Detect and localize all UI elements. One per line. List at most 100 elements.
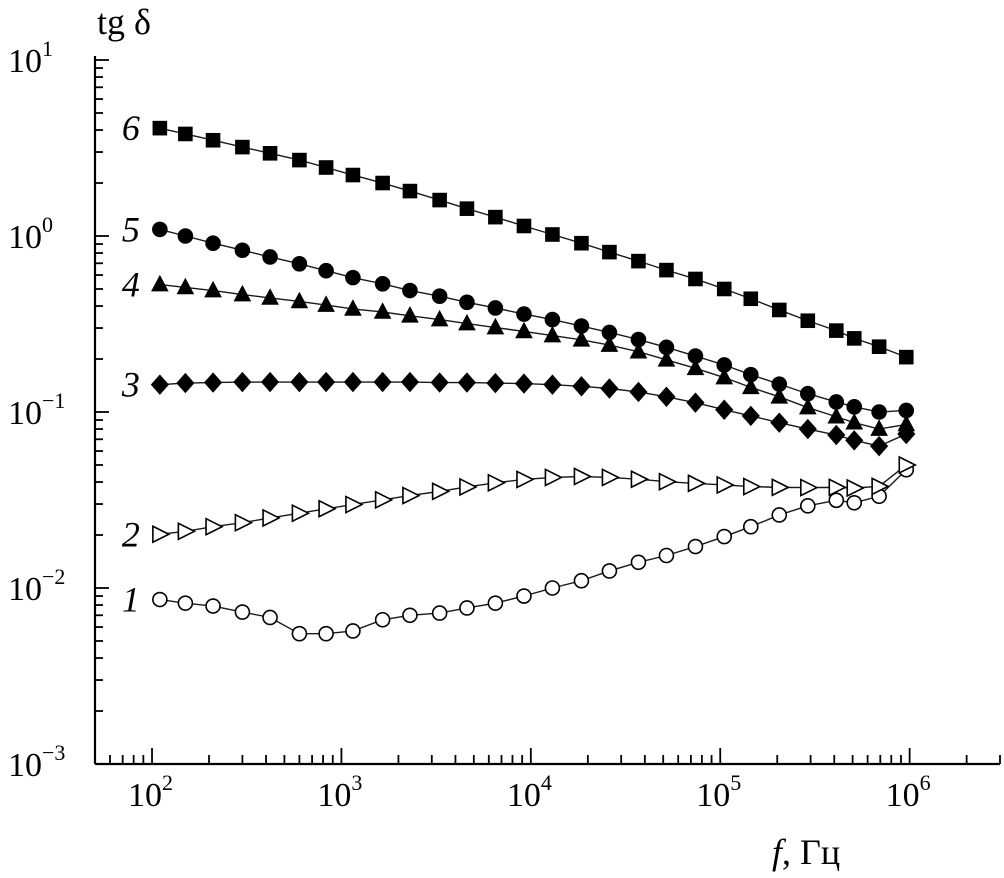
filled-triangle-marker-s4 — [344, 299, 362, 316]
open-circle-marker-s1 — [516, 588, 532, 604]
filled-triangle-marker-s4 — [204, 280, 222, 298]
filled-triangle-marker-s4 — [176, 277, 195, 295]
open-circle-marker-s1 — [601, 563, 618, 579]
series-4-line — [159, 283, 907, 430]
filled-triangle-marker-s4 — [486, 317, 505, 335]
filled-triangle-marker-s4 — [629, 342, 648, 359]
filled-triangle-marker-s4 — [827, 407, 846, 424]
open-triangle-right-marker-s2 — [800, 478, 819, 497]
filled-triangle-marker-s4 — [261, 288, 279, 305]
series-4 — [151, 274, 916, 436]
series-2 — [152, 455, 918, 544]
open-triangle-right-marker-s2 — [205, 517, 224, 536]
filled-triangle-marker-s4 — [151, 274, 169, 292]
open-circle-marker-s1 — [846, 494, 863, 511]
filled-square-marker-s6 — [800, 313, 816, 329]
open-triangle-right-marker-s2 — [601, 468, 621, 487]
filled-triangle-marker-s4 — [741, 377, 760, 395]
open-circle-marker-s1 — [800, 498, 816, 514]
open-circle-marker-s1 — [402, 607, 418, 624]
open-triangle-right-marker-s2 — [402, 486, 421, 505]
curve-label-3: 3 — [121, 365, 140, 405]
open-triangle-right-marker-s2 — [291, 503, 311, 523]
open-triangle-right-marker-s2 — [374, 490, 394, 510]
filled-diamond-marker-s3 — [233, 371, 252, 393]
filled-diamond-marker-s3 — [290, 371, 309, 393]
open-triangle-right-marker-s2 — [742, 477, 762, 496]
filled-diamond-marker-s3 — [770, 412, 789, 433]
filled-diamond-marker-s3 — [741, 405, 760, 427]
filled-diamond-marker-s3 — [400, 371, 420, 393]
filled-diamond-marker-s3 — [657, 386, 676, 408]
curve-label-5: 5 — [122, 209, 140, 249]
filled-triangle-marker-s4 — [572, 330, 591, 347]
filled-circle-marker-s5 — [771, 376, 788, 392]
axes — [93, 56, 1000, 766]
filled-diamond-marker-s3 — [600, 378, 619, 399]
filled-triangle-marker-s4 — [897, 414, 916, 432]
filled-diamond-marker-s3 — [798, 418, 817, 440]
open-circle-marker-s1 — [687, 538, 704, 555]
open-triangle-right-marker-s2 — [898, 455, 918, 475]
open-circle-marker-s1 — [828, 492, 845, 509]
open-circle-marker-s1 — [152, 591, 168, 608]
filled-square-marker-s6 — [459, 201, 475, 216]
filled-circle-marker-s5 — [152, 221, 168, 238]
filled-circle-marker-s5 — [601, 324, 618, 341]
filled-square-marker-s6 — [545, 227, 560, 242]
open-triangle-right-marker-s2 — [687, 474, 707, 493]
filled-triangle-marker-s4 — [686, 358, 705, 376]
filled-triangle-marker-s4 — [515, 321, 533, 339]
filled-square-marker-s6 — [402, 183, 418, 199]
filled-circle-marker-s5 — [828, 394, 845, 410]
series-6-line — [159, 127, 907, 358]
filled-circle-marker-s5 — [871, 404, 887, 420]
filled-square-marker-s6 — [602, 244, 617, 260]
filled-circle-marker-s5 — [544, 311, 561, 328]
filled-diamond-marker-s3 — [260, 371, 280, 393]
open-circle-marker-s1 — [262, 609, 278, 626]
filled-circle-marker-s5 — [716, 357, 733, 373]
filled-circle-marker-s5 — [687, 348, 704, 364]
filled-triangle-marker-s4 — [373, 302, 392, 319]
series-3-line — [159, 381, 907, 447]
filled-triangle-marker-s4 — [401, 306, 419, 323]
filled-circle-marker-s5 — [487, 300, 504, 316]
open-triangle-right-marker-s2 — [544, 468, 564, 487]
filled-circle-marker-s5 — [742, 366, 759, 383]
series-5 — [152, 221, 915, 420]
filled-diamond-marker-s3 — [343, 371, 362, 393]
filled-diamond-marker-s3 — [629, 381, 648, 403]
filled-diamond-marker-s3 — [572, 376, 591, 397]
open-circle-marker-s1 — [544, 580, 561, 596]
filled-circle-marker-s5 — [898, 402, 915, 419]
filled-triangle-marker-s4 — [770, 387, 789, 404]
filled-diamond-marker-s3 — [715, 399, 734, 420]
y-tick-label: 10−3 — [8, 740, 65, 784]
filled-diamond-marker-s3 — [543, 374, 562, 395]
open-triangle-right-marker-s2 — [318, 499, 337, 519]
x-axis-title: f, Гц — [772, 832, 840, 872]
open-triangle-right-marker-s2 — [152, 524, 171, 544]
filled-diamond-marker-s3 — [457, 372, 477, 393]
filled-diamond-marker-s3 — [373, 371, 392, 393]
filled-circle-marker-s5 — [177, 228, 194, 244]
y-tick-label: 100 — [8, 212, 53, 256]
open-triangle-right-marker-s2 — [573, 467, 593, 486]
filled-square-marker-s6 — [688, 271, 703, 287]
filled-square-marker-s6 — [516, 218, 532, 234]
open-triangle-right-marker-s2 — [716, 475, 736, 495]
filled-triangle-marker-s4 — [233, 284, 252, 302]
filled-circle-marker-s5 — [658, 339, 675, 356]
open-circle-marker-s1 — [771, 507, 788, 523]
filled-triangle-marker-s4 — [317, 295, 335, 312]
open-circle-marker-s1 — [716, 528, 733, 545]
open-triangle-right-marker-s2 — [828, 478, 848, 497]
series-6 — [152, 120, 914, 365]
filled-diamond-marker-s3 — [845, 430, 864, 451]
open-triangle-right-marker-s2 — [234, 513, 254, 532]
filled-diamond-marker-s3 — [486, 372, 505, 394]
filled-triangle-marker-s4 — [798, 397, 817, 415]
filled-circle-marker-s5 — [516, 306, 532, 322]
open-triangle-right-marker-s2 — [459, 477, 478, 497]
